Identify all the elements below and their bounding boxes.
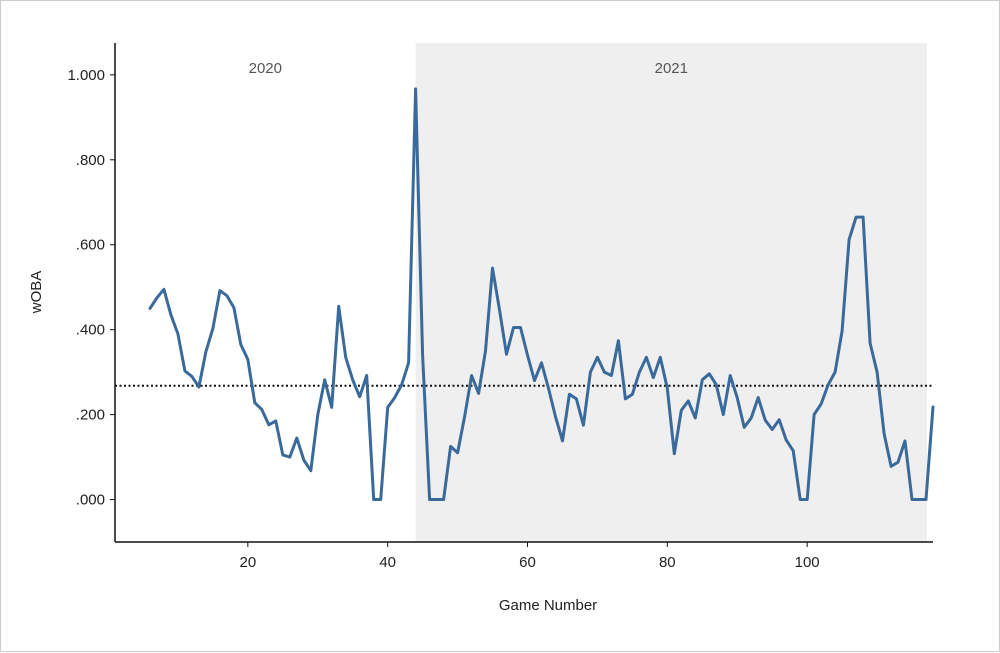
- x-tick-label: 80: [659, 554, 676, 571]
- y-tick-label: 1.000: [67, 67, 105, 84]
- y-tick-label: .600: [76, 237, 105, 254]
- y-tick-label: .000: [76, 492, 105, 509]
- season-region-1: [416, 43, 927, 542]
- x-tick-label: 40: [379, 554, 396, 571]
- season-regions: 2020 2021: [115, 43, 927, 542]
- x-tick-label: 60: [519, 554, 536, 571]
- y-axis-title: wOBA: [28, 271, 45, 315]
- y-tick-label: .800: [76, 152, 105, 169]
- season-label-0: 2020: [249, 60, 282, 77]
- y-tick-label: .200: [76, 407, 105, 424]
- y-tick-label: .400: [76, 322, 105, 339]
- x-tick-label: 100: [795, 554, 820, 571]
- x-axis-title: Game Number: [499, 597, 597, 614]
- x-tick-label: 20: [239, 554, 256, 571]
- season-label-1: 2021: [655, 60, 688, 77]
